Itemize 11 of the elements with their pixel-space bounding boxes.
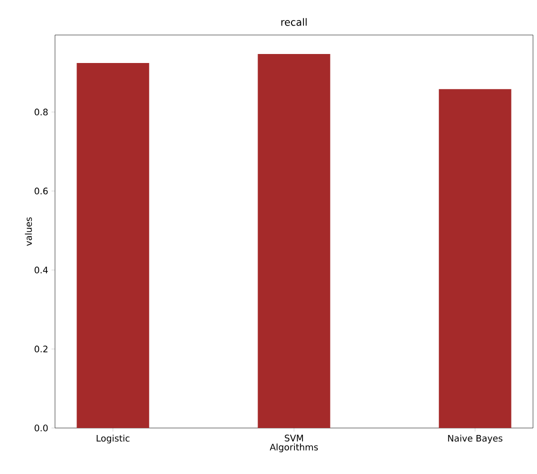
y-tick-label: 0.4 bbox=[34, 266, 48, 274]
x-tick-label: Naive Bayes bbox=[448, 434, 502, 444]
y-tick-label: 0.0 bbox=[34, 424, 48, 432]
y-axis-title: values bbox=[24, 217, 32, 246]
y-tick-label: 0.8 bbox=[34, 108, 48, 116]
x-tick-label: SVM bbox=[284, 434, 303, 442]
x-axis-title: Algorithms bbox=[270, 444, 318, 452]
y-tick-label: 0.2 bbox=[34, 346, 48, 352]
x-tick-label: Logistic bbox=[96, 434, 130, 444]
y-tick-label: 0.6 bbox=[34, 188, 48, 194]
chart-title: recall bbox=[281, 18, 307, 26]
